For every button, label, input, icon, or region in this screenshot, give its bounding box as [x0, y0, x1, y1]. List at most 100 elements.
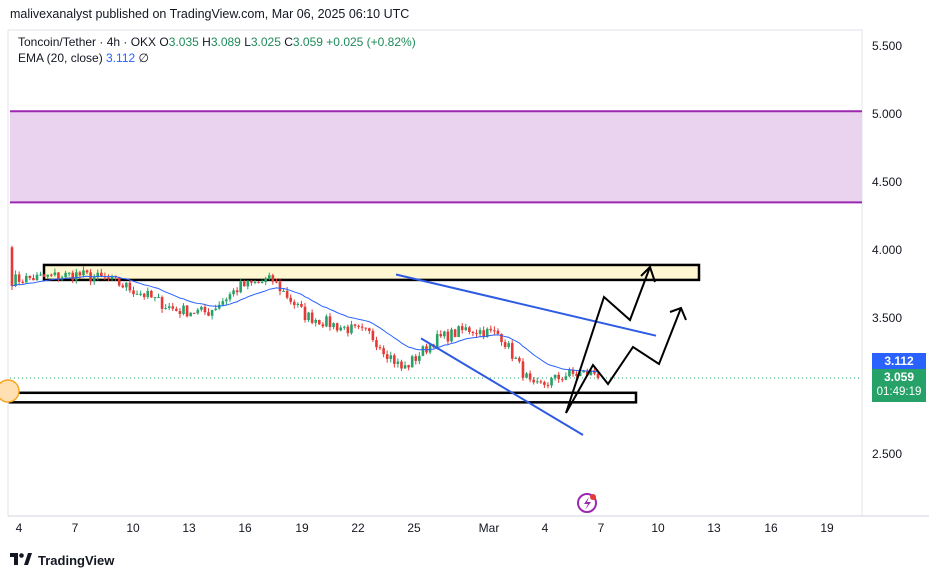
candle-body	[503, 342, 507, 348]
candle-body	[110, 275, 114, 279]
candle-body	[257, 281, 260, 283]
candle-body	[46, 274, 50, 277]
candle-body	[460, 326, 464, 330]
candle-body	[235, 290, 239, 293]
candle-body	[117, 277, 121, 286]
candle-body	[182, 305, 185, 315]
candle-body	[568, 370, 571, 377]
bar-countdown: 01:49:19	[876, 386, 922, 398]
wedge-lower-line	[420, 337, 584, 436]
event-dot-icon	[590, 494, 596, 500]
candle-body	[446, 331, 450, 342]
candle-body	[539, 381, 543, 383]
price-tick-label: 4.000	[872, 243, 902, 257]
candle-body	[14, 274, 17, 287]
date-tick-label: 7	[72, 521, 79, 535]
candle-body	[543, 382, 546, 385]
date-tick-label: 19	[295, 521, 309, 535]
tradingview-brand[interactable]: TradingView	[10, 553, 114, 568]
drawings	[0, 265, 687, 513]
candle-body	[350, 324, 353, 334]
candle-body	[207, 312, 210, 316]
candle-body	[589, 370, 593, 376]
date-tick-label: 4	[16, 521, 23, 535]
candle-body	[10, 247, 14, 287]
date-tick-label: 4	[542, 521, 549, 535]
candle-body	[100, 272, 103, 277]
candle-body	[228, 294, 232, 300]
candle-body	[71, 272, 75, 281]
candle-body	[24, 275, 28, 283]
publisher-line: malivexanalyst published on TradingView.…	[10, 7, 410, 21]
candle-body	[146, 290, 150, 298]
ema-row: EMA (20, close) 3.112 ∅	[18, 50, 416, 66]
price-tick-label: 4.500	[872, 175, 902, 189]
date-tick-label: 13	[182, 521, 196, 535]
candle-body	[564, 376, 568, 380]
candle-body	[339, 327, 343, 331]
candle-body	[64, 272, 67, 278]
candle-body	[546, 384, 550, 386]
candle-body	[335, 323, 339, 331]
candle-body	[310, 312, 314, 323]
candle-body	[203, 306, 207, 313]
support-box	[8, 391, 638, 404]
price-tick-label: 3.500	[872, 311, 902, 325]
candle-body	[278, 281, 282, 292]
candle-body	[125, 282, 128, 288]
projection-arrow-2	[565, 307, 682, 414]
candle-body	[200, 306, 203, 310]
candle-body	[296, 303, 300, 305]
ema-label[interactable]: EMA (20, close)	[18, 51, 103, 65]
candle-body	[275, 281, 278, 283]
date-tick-label: 22	[351, 521, 365, 535]
projection-arrow-1-head	[640, 265, 656, 283]
candle-body	[253, 281, 257, 283]
candle-body	[375, 340, 378, 348]
candle-body	[518, 357, 521, 362]
price-tick-label: 5.000	[872, 107, 902, 121]
ema-line	[11, 275, 599, 373]
price-tick-label: 5.500	[872, 39, 902, 53]
resistance-box	[42, 263, 701, 282]
grid	[7, 29, 929, 517]
candle-body	[128, 282, 132, 291]
candle-body	[325, 316, 328, 327]
projection-arrow-1	[565, 266, 651, 414]
chart-legend: Toncoin/Tether · 4h · OKX O3.035 H3.089 …	[18, 34, 416, 66]
candle-body	[246, 280, 250, 287]
candle-body	[382, 348, 385, 355]
candle-body	[210, 309, 214, 316]
candle-body	[303, 306, 307, 321]
high-label: H	[202, 35, 211, 49]
axes: 5.500 5.000 4.500 4.000 3.500 2.500 4 7 10 13 16 19…	[16, 39, 903, 535]
candle-body	[175, 308, 178, 311]
candle-body	[560, 379, 564, 381]
candle-body	[321, 324, 325, 327]
date-tick-label: 10	[651, 521, 665, 535]
brand-name: TradingView	[38, 553, 115, 568]
event-bolt-icon	[584, 497, 591, 510]
projection-arrow-2-head	[669, 306, 687, 321]
low-label: L	[244, 35, 251, 49]
zones	[8, 110, 862, 404]
ema-visibility-icon[interactable]: ∅	[138, 51, 149, 65]
candle-body	[450, 329, 453, 342]
change-value: +0.025 (+0.82%)	[326, 35, 416, 49]
candle-body	[192, 312, 196, 314]
candle-body	[485, 328, 489, 338]
symbol-label[interactable]: Toncoin/Tether · 4h · OKX	[18, 35, 157, 49]
candle-body	[67, 272, 71, 274]
candle-body	[489, 328, 493, 331]
candle-body	[214, 308, 217, 310]
candle-body	[571, 370, 575, 374]
candle-body	[525, 373, 528, 378]
candle-body	[250, 280, 253, 283]
candle-body	[364, 327, 368, 329]
candle-body	[482, 330, 485, 338]
candle-body	[393, 355, 396, 364]
candle-body	[378, 347, 382, 349]
supply-zone	[10, 111, 862, 203]
price-tick-label: 2.500	[872, 447, 902, 461]
